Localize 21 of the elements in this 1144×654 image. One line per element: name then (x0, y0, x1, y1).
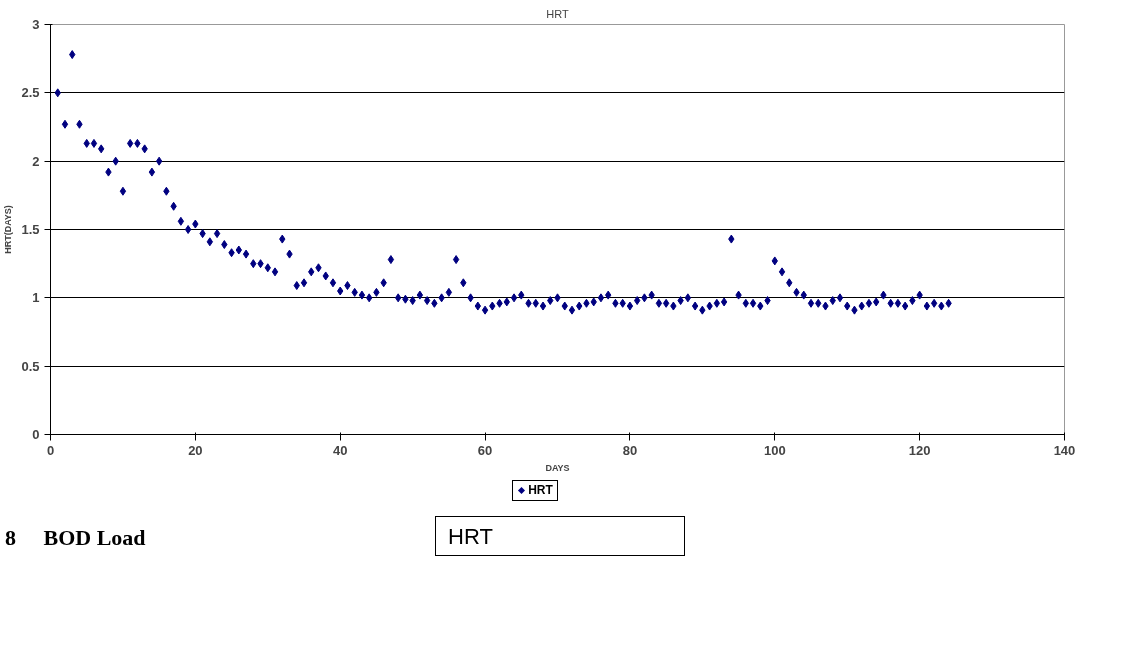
x-tick-label: 80 (622, 442, 638, 458)
y-tick-label: 0 (32, 427, 40, 442)
y-tick-label: 2.5 (21, 85, 40, 101)
x-tick-label: 60 (477, 442, 493, 458)
x-tick-label: 140 (1053, 442, 1076, 458)
x-tick-label: 20 (188, 442, 203, 458)
y-tick-label: 2 (32, 153, 40, 169)
x-axis-title: DAYS (545, 462, 570, 473)
text: 8 BOD Load (5, 524, 146, 552)
y-axis-title: HRT(DAYS) (3, 205, 14, 254)
y-tick-label: 3 (32, 17, 40, 32)
legend-label: HRT (528, 483, 553, 497)
x-tick-label: 0 (46, 442, 55, 458)
x-tick-label: 100 (763, 442, 786, 458)
y-tick-label: 1.5 (21, 222, 40, 237)
x-tick-label: 40 (332, 442, 348, 458)
y-tick-label: 0.5 (21, 358, 40, 374)
y-tick-label: 1 (32, 290, 40, 306)
chart-title: HRT (546, 7, 569, 20)
text: HRT (435, 516, 685, 556)
x-tick-label: 120 (908, 442, 931, 458)
